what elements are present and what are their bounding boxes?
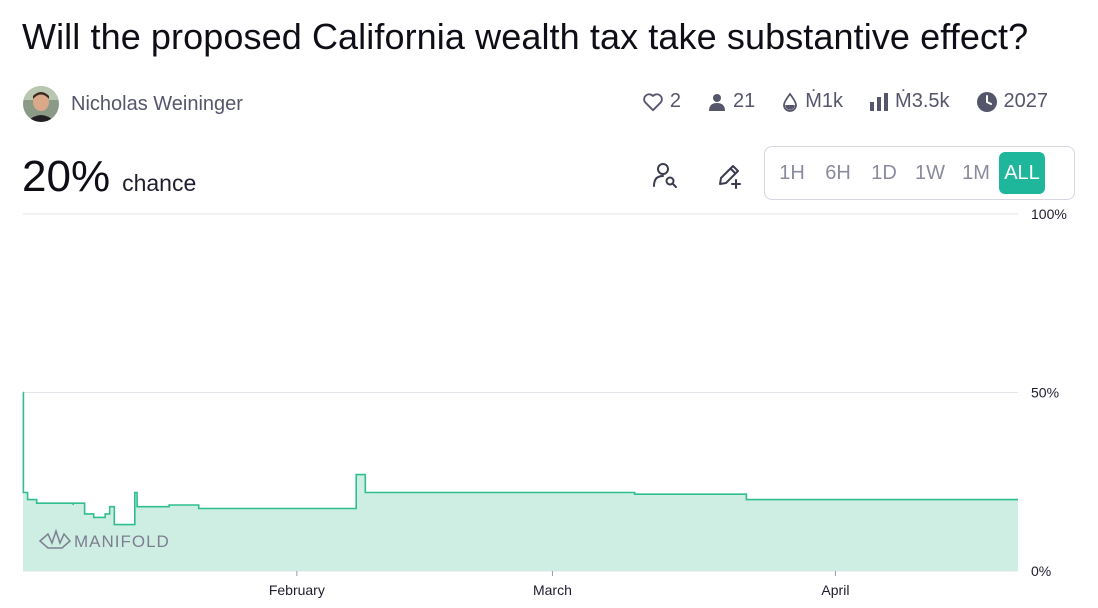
user-search-button[interactable]: [650, 160, 680, 190]
range-button-1m[interactable]: 1M: [962, 161, 990, 184]
range-button-1h[interactable]: 1H: [779, 161, 805, 184]
market-stats: 2 21 Ṁ1k Ṁ3.5k 2027: [642, 90, 1048, 113]
traders-stat[interactable]: 21: [707, 90, 755, 113]
range-button-1w[interactable]: 1W: [915, 161, 945, 184]
close-date-stat[interactable]: 2027: [976, 90, 1049, 113]
droplet-icon: [783, 91, 798, 112]
heart-icon[interactable]: [642, 92, 664, 112]
probability-area: [23, 392, 1018, 571]
probability-label: chance: [122, 170, 197, 196]
y-tick-label: 50%: [1031, 385, 1059, 401]
y-tick-label: 100%: [1031, 206, 1067, 222]
close-date: 2027: [1003, 90, 1049, 112]
bar-chart-icon: [870, 92, 889, 111]
x-tick-label: March: [533, 582, 572, 598]
user-search-icon: [653, 163, 677, 188]
liquidity-stat[interactable]: Ṁ1k: [781, 90, 843, 113]
edit-button[interactable]: [714, 160, 744, 190]
manifold-watermark: [38, 528, 72, 549]
volume-stat[interactable]: Ṁ3.5k: [869, 90, 950, 113]
y-tick-label: 0%: [1031, 563, 1051, 579]
likes-count: 2: [669, 90, 681, 112]
liquidity-amount: Ṁ1k: [805, 90, 844, 112]
avatar[interactable]: [23, 86, 59, 122]
range-button-1d[interactable]: 1D: [871, 161, 897, 184]
volume-amount: Ṁ3.5k: [895, 90, 950, 112]
author-info[interactable]: Nicholas Weininger: [23, 86, 243, 122]
probability-line: [22, 391, 1018, 526]
probability-chart: 100% 50% 0% February March April MANIFOLD: [22, 206, 1067, 598]
watermark-text: MANIFOLD: [74, 532, 170, 551]
traders-count: 21: [732, 90, 756, 112]
likes-stat[interactable]: 2: [642, 90, 681, 113]
range-button-all[interactable]: ALL: [999, 152, 1045, 194]
market-title: Will the proposed California wealth tax …: [22, 16, 1029, 57]
author-name[interactable]: Nicholas Weininger: [71, 92, 243, 115]
user-icon: [708, 93, 725, 111]
x-tick-label: April: [821, 582, 849, 598]
probability-value: 20%: [22, 152, 111, 201]
clock-icon: [976, 91, 997, 112]
probability-display: 20% chance: [22, 152, 196, 202]
range-button-6h[interactable]: 6H: [825, 161, 851, 184]
x-tick-label: February: [269, 582, 325, 598]
time-range-selector: 1H 6H 1D 1W 1M ALL: [764, 146, 1075, 200]
pencil-plus-icon: [719, 165, 741, 189]
manifold-logo-icon: [38, 528, 72, 549]
